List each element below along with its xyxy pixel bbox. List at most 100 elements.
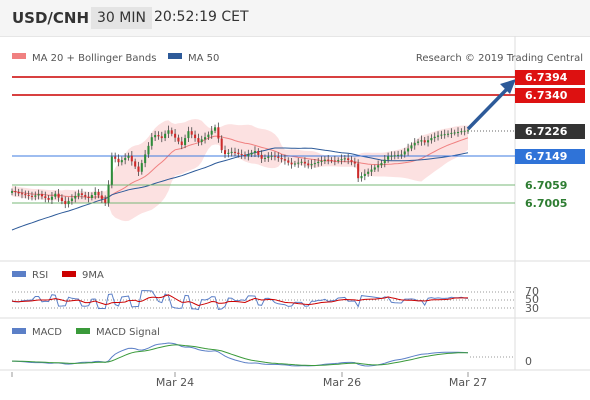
- candle-body: [343, 158, 346, 160]
- candle-body: [413, 142, 416, 146]
- resistance1-tag: [515, 88, 585, 103]
- candle-body: [80, 193, 83, 196]
- candle-body: [20, 193, 24, 195]
- candle-body: [154, 135, 157, 138]
- candle-body: [290, 162, 293, 165]
- candle-body: [333, 160, 336, 162]
- candle-body: [423, 140, 426, 143]
- rsi-legend-label: RSI: [32, 270, 48, 281]
- macd-signal-line: [12, 344, 468, 366]
- server-time: 20:52:19 CET: [154, 9, 249, 25]
- candle-body: [230, 151, 233, 153]
- candle-body: [167, 130, 170, 134]
- candle-body: [120, 160, 123, 163]
- candle-body: [250, 152, 253, 155]
- candle-body: [347, 158, 350, 161]
- macd-line: [11, 342, 469, 367]
- candle-body: [174, 133, 177, 138]
- candle-body: [367, 171, 370, 174]
- candle-body: [177, 137, 180, 142]
- candle-body: [407, 148, 410, 152]
- pivot-tag: [515, 149, 585, 164]
- candle-body: [87, 196, 90, 199]
- x-axis-label-mar24: Mar 24: [156, 376, 194, 389]
- candle-body: [403, 151, 406, 155]
- candle-body: [137, 166, 140, 172]
- candle-body: [377, 165, 380, 168]
- candle-body: [460, 131, 463, 133]
- candle-body: [207, 134, 210, 138]
- candle-body: [433, 136, 436, 139]
- candle-body: [187, 131, 190, 139]
- candle-body: [140, 163, 143, 172]
- candle-body: [180, 141, 183, 145]
- support2-label: 6.7005: [525, 197, 567, 210]
- candle-body: [393, 155, 396, 157]
- candle-body: [293, 163, 296, 165]
- legend-swatch-ma50: [168, 53, 182, 59]
- candle-body: [397, 154, 400, 156]
- candle-body: [283, 159, 286, 161]
- candle-body: [10, 191, 14, 193]
- pivot-label: 6.7149: [525, 150, 567, 163]
- timeframe-button[interactable]: 30 MIN: [91, 7, 152, 29]
- candle-body: [170, 130, 173, 134]
- candle-body: [240, 154, 243, 156]
- candle-body: [130, 155, 133, 162]
- candle-body: [446, 133, 450, 135]
- candle-body: [417, 141, 420, 143]
- ma50-line: [11, 147, 469, 231]
- candle-body: [427, 140, 430, 143]
- candle-body: [70, 198, 73, 202]
- candle-body: [267, 156, 270, 158]
- candle-body: [14, 191, 17, 193]
- candle-body: [387, 156, 390, 160]
- candle-body: [303, 161, 306, 164]
- candle-body: [453, 132, 456, 134]
- legend-swatch-ma20: [12, 53, 26, 59]
- candle-body: [67, 201, 70, 205]
- macd-legend-label: MACD: [32, 327, 62, 338]
- candle-body: [104, 198, 107, 203]
- candle-body: [257, 151, 260, 155]
- candle-body: [357, 163, 360, 179]
- x-axis-label-mar26: Mar 26: [323, 376, 361, 389]
- candle-body: [74, 195, 77, 199]
- rsi-tick-70: 70: [525, 285, 539, 298]
- candle-body: [390, 155, 393, 157]
- research-credit: Research © 2019 Trading Central: [416, 53, 583, 64]
- candle-body: [210, 130, 213, 135]
- candle-body: [363, 173, 366, 177]
- candle-body: [410, 145, 413, 149]
- candle-body: [373, 167, 376, 170]
- candle-body: [127, 155, 130, 158]
- last-price-label: 6.7226: [525, 125, 568, 138]
- candle-body: [197, 138, 200, 142]
- candle-body: [370, 169, 373, 172]
- resistance2-tag: [515, 70, 585, 85]
- bollinger-band-fill: [12, 119, 468, 222]
- candle-body: [227, 152, 230, 155]
- candle-body: [34, 195, 37, 197]
- candle-body: [247, 154, 250, 157]
- candle-body: [107, 184, 110, 203]
- rsi-legend-swatch: [12, 271, 26, 277]
- rsi-tick-30: 30: [525, 302, 539, 315]
- candle-body: [27, 195, 30, 197]
- candle-body: [84, 195, 87, 197]
- candle-body: [280, 157, 283, 160]
- rsi-ma-line: [11, 294, 468, 307]
- candle-body: [60, 197, 63, 202]
- candle-body: [330, 160, 333, 162]
- candle-body: [184, 138, 187, 145]
- candle-body: [277, 156, 280, 158]
- candle-body: [456, 132, 460, 134]
- resistance2-label: 6.7394: [525, 71, 568, 84]
- rsi-line: [11, 290, 469, 311]
- candle-body: [190, 131, 193, 135]
- rsi-ma-legend-label: 9MA: [82, 270, 104, 281]
- candle-body: [463, 130, 466, 132]
- candle-body: [100, 195, 103, 199]
- candle-body: [50, 196, 53, 200]
